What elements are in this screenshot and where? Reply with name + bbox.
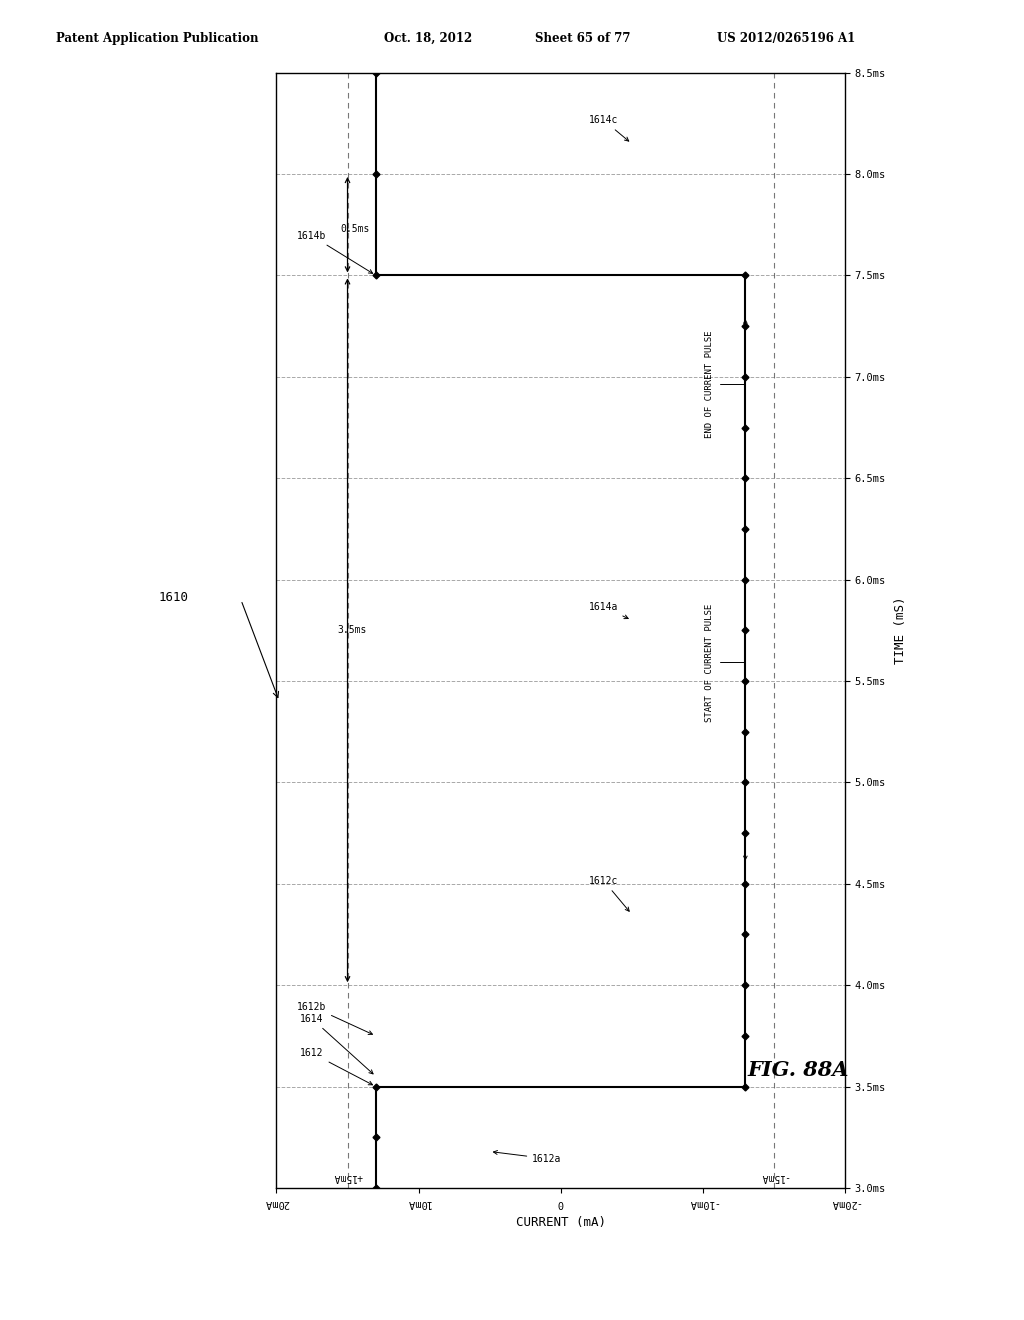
Text: 1614a: 1614a — [589, 602, 628, 619]
Text: 1612c: 1612c — [589, 875, 629, 911]
Text: 1614: 1614 — [300, 1014, 373, 1074]
Text: 1614b: 1614b — [297, 231, 373, 273]
Y-axis label: TIME (mS): TIME (mS) — [894, 597, 907, 664]
Text: Sheet 65 of 77: Sheet 65 of 77 — [535, 32, 630, 45]
Text: 3.5ms: 3.5ms — [338, 626, 367, 635]
Text: FIG. 88A: FIG. 88A — [748, 1060, 849, 1080]
Text: 1610: 1610 — [159, 590, 188, 603]
X-axis label: CURRENT (mA): CURRENT (mA) — [516, 1216, 605, 1229]
Text: 1612b: 1612b — [297, 1002, 373, 1035]
Text: END OF CURRENT PULSE: END OF CURRENT PULSE — [706, 319, 748, 438]
Text: Patent Application Publication: Patent Application Publication — [56, 32, 259, 45]
Text: 1614c: 1614c — [589, 115, 629, 141]
Text: 1612a: 1612a — [494, 1151, 561, 1164]
Text: START OF CURRENT PULSE: START OF CURRENT PULSE — [706, 603, 748, 859]
Text: Oct. 18, 2012: Oct. 18, 2012 — [384, 32, 472, 45]
Text: -15mA: -15mA — [759, 1172, 788, 1181]
Text: 1612: 1612 — [300, 1048, 373, 1085]
Text: +15mA: +15mA — [333, 1172, 362, 1181]
Text: US 2012/0265196 A1: US 2012/0265196 A1 — [717, 32, 855, 45]
Text: 0.5ms: 0.5ms — [340, 224, 370, 234]
